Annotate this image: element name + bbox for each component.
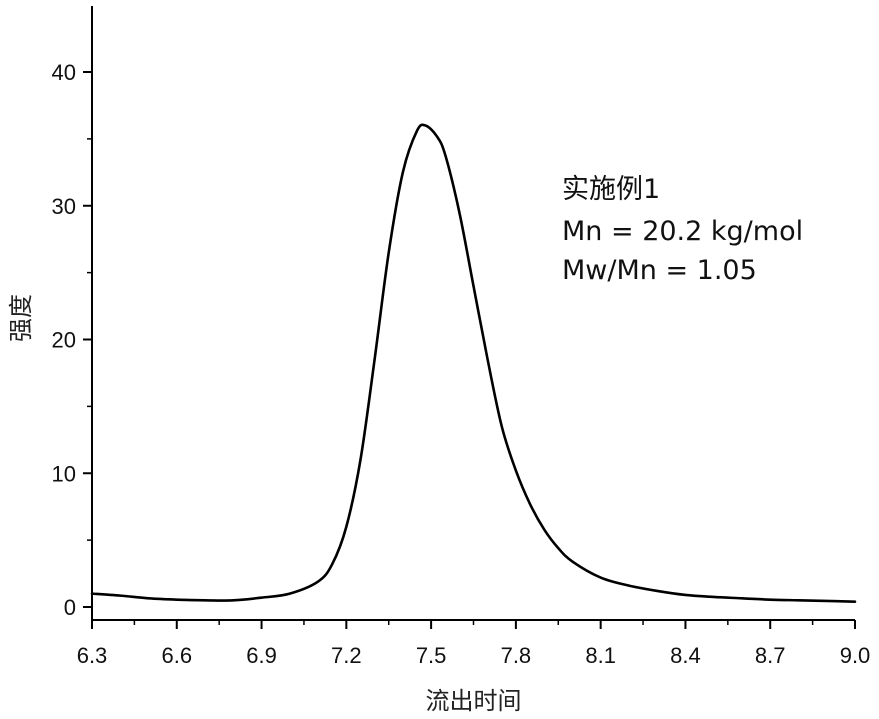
- y-tick-label: 40: [52, 60, 76, 85]
- y-tick-label: 10: [52, 461, 76, 486]
- x-tick-label: 8.7: [755, 643, 786, 668]
- x-tick-label: 8.1: [585, 643, 616, 668]
- x-tick-label: 6.9: [246, 643, 277, 668]
- x-tick-label: 7.2: [331, 643, 362, 668]
- annotation-pdi: Mw/Mn = 1.05: [562, 255, 757, 286]
- x-axis-title: 流出时间: [426, 687, 522, 715]
- annotation-mn: Mn = 20.2 kg/mol: [562, 216, 803, 247]
- x-ticks: 6.3 6.6 6.9 7.2 7.5 7.8 8.1 8.4 8.7 9.0: [77, 620, 871, 668]
- x-tick-label: 6.6: [161, 643, 192, 668]
- axes: [92, 6, 855, 620]
- x-tick-label: 9.0: [840, 643, 871, 668]
- y-axis-title: 强度: [7, 294, 35, 342]
- x-tick-label: 8.4: [670, 643, 701, 668]
- annotation-example-label: 实施例1: [562, 174, 660, 205]
- x-tick-label: 7.8: [501, 643, 532, 668]
- y-tick-label: 0: [64, 595, 76, 620]
- y-tick-label: 20: [52, 328, 76, 353]
- x-tick-label: 6.3: [77, 643, 108, 668]
- series-line: [92, 125, 855, 602]
- x-tick-label: 7.5: [416, 643, 447, 668]
- y-tick-label: 30: [52, 194, 76, 219]
- y-ticks: 0 10 20 30 40: [52, 60, 92, 620]
